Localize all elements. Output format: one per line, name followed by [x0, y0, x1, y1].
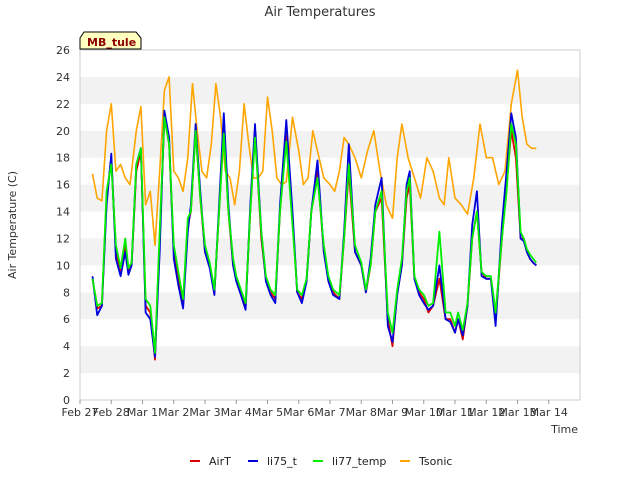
- y-tick-label: 8: [63, 286, 70, 299]
- y-tick-label: 24: [56, 71, 70, 84]
- grid-band: [80, 373, 580, 400]
- y-tick-label: 16: [56, 179, 70, 192]
- x-tick-label: Mar 4: [221, 406, 252, 419]
- grid-band: [80, 238, 580, 266]
- x-tick-label: Mar 2: [158, 406, 189, 419]
- station-badge: MB_tule: [79, 31, 142, 50]
- y-tick-label: 18: [56, 152, 70, 165]
- legend: AirT li75_t li77_temp Tsonic: [190, 455, 452, 468]
- y-tick-label: 2: [63, 367, 70, 380]
- legend-label: li77_temp: [332, 455, 386, 468]
- x-tick-label: Mar 10: [405, 406, 443, 419]
- y-tick-label: 12: [56, 232, 70, 245]
- y-axis-title: Air Temperature (C): [6, 171, 19, 279]
- y-tick-label: 6: [63, 313, 70, 326]
- y-tick-label: 0: [63, 394, 70, 407]
- x-axis-title: Time: [550, 423, 578, 436]
- legend-label: Tsonic: [418, 455, 452, 468]
- y-tick-label: 10: [56, 259, 70, 272]
- x-tick-label: Mar 7: [314, 406, 345, 419]
- grid-band: [80, 346, 580, 374]
- grid-band: [80, 211, 580, 239]
- grid-band: [80, 50, 580, 77]
- y-tick-label: 4: [63, 340, 70, 353]
- x-tick-label: Mar 9: [377, 406, 408, 419]
- legend-label: li75_t: [267, 455, 298, 468]
- grid-band: [80, 130, 580, 158]
- x-tick-label: Mar 1: [127, 406, 158, 419]
- x-tick-label: Feb 28: [93, 406, 130, 419]
- x-tick-label: Mar 3: [189, 406, 220, 419]
- grid-band: [80, 103, 580, 131]
- grid-band: [80, 319, 580, 347]
- x-tick-label: Mar 6: [283, 406, 314, 419]
- badge-label: MB_tule: [87, 36, 136, 49]
- chart-title: Air Temperatures: [264, 5, 375, 20]
- x-tick-label: Mar 8: [346, 406, 377, 419]
- y-tick-label: 14: [56, 206, 70, 219]
- x-tick-label: Mar 13: [498, 406, 536, 419]
- x-tick-label: Mar 11: [436, 406, 474, 419]
- legend-label: AirT: [209, 455, 231, 468]
- grid-band: [80, 76, 580, 104]
- x-tick-label: Mar 12: [467, 406, 505, 419]
- badge-shape: [79, 31, 142, 50]
- x-tick-label: Feb 27: [62, 406, 99, 419]
- x-tick-label: Mar 5: [252, 406, 283, 419]
- y-tick-label: 26: [56, 44, 70, 57]
- y-tick-label: 20: [56, 125, 70, 138]
- grid-band: [80, 292, 580, 320]
- series-layer: [91, 69, 538, 361]
- x-tick-label: Mar 14: [530, 406, 568, 419]
- series-line-li77-temp: [91, 116, 538, 354]
- series-line-tsonic: [91, 69, 537, 246]
- y-tick-label: 22: [56, 98, 70, 111]
- grid-band: [80, 184, 580, 212]
